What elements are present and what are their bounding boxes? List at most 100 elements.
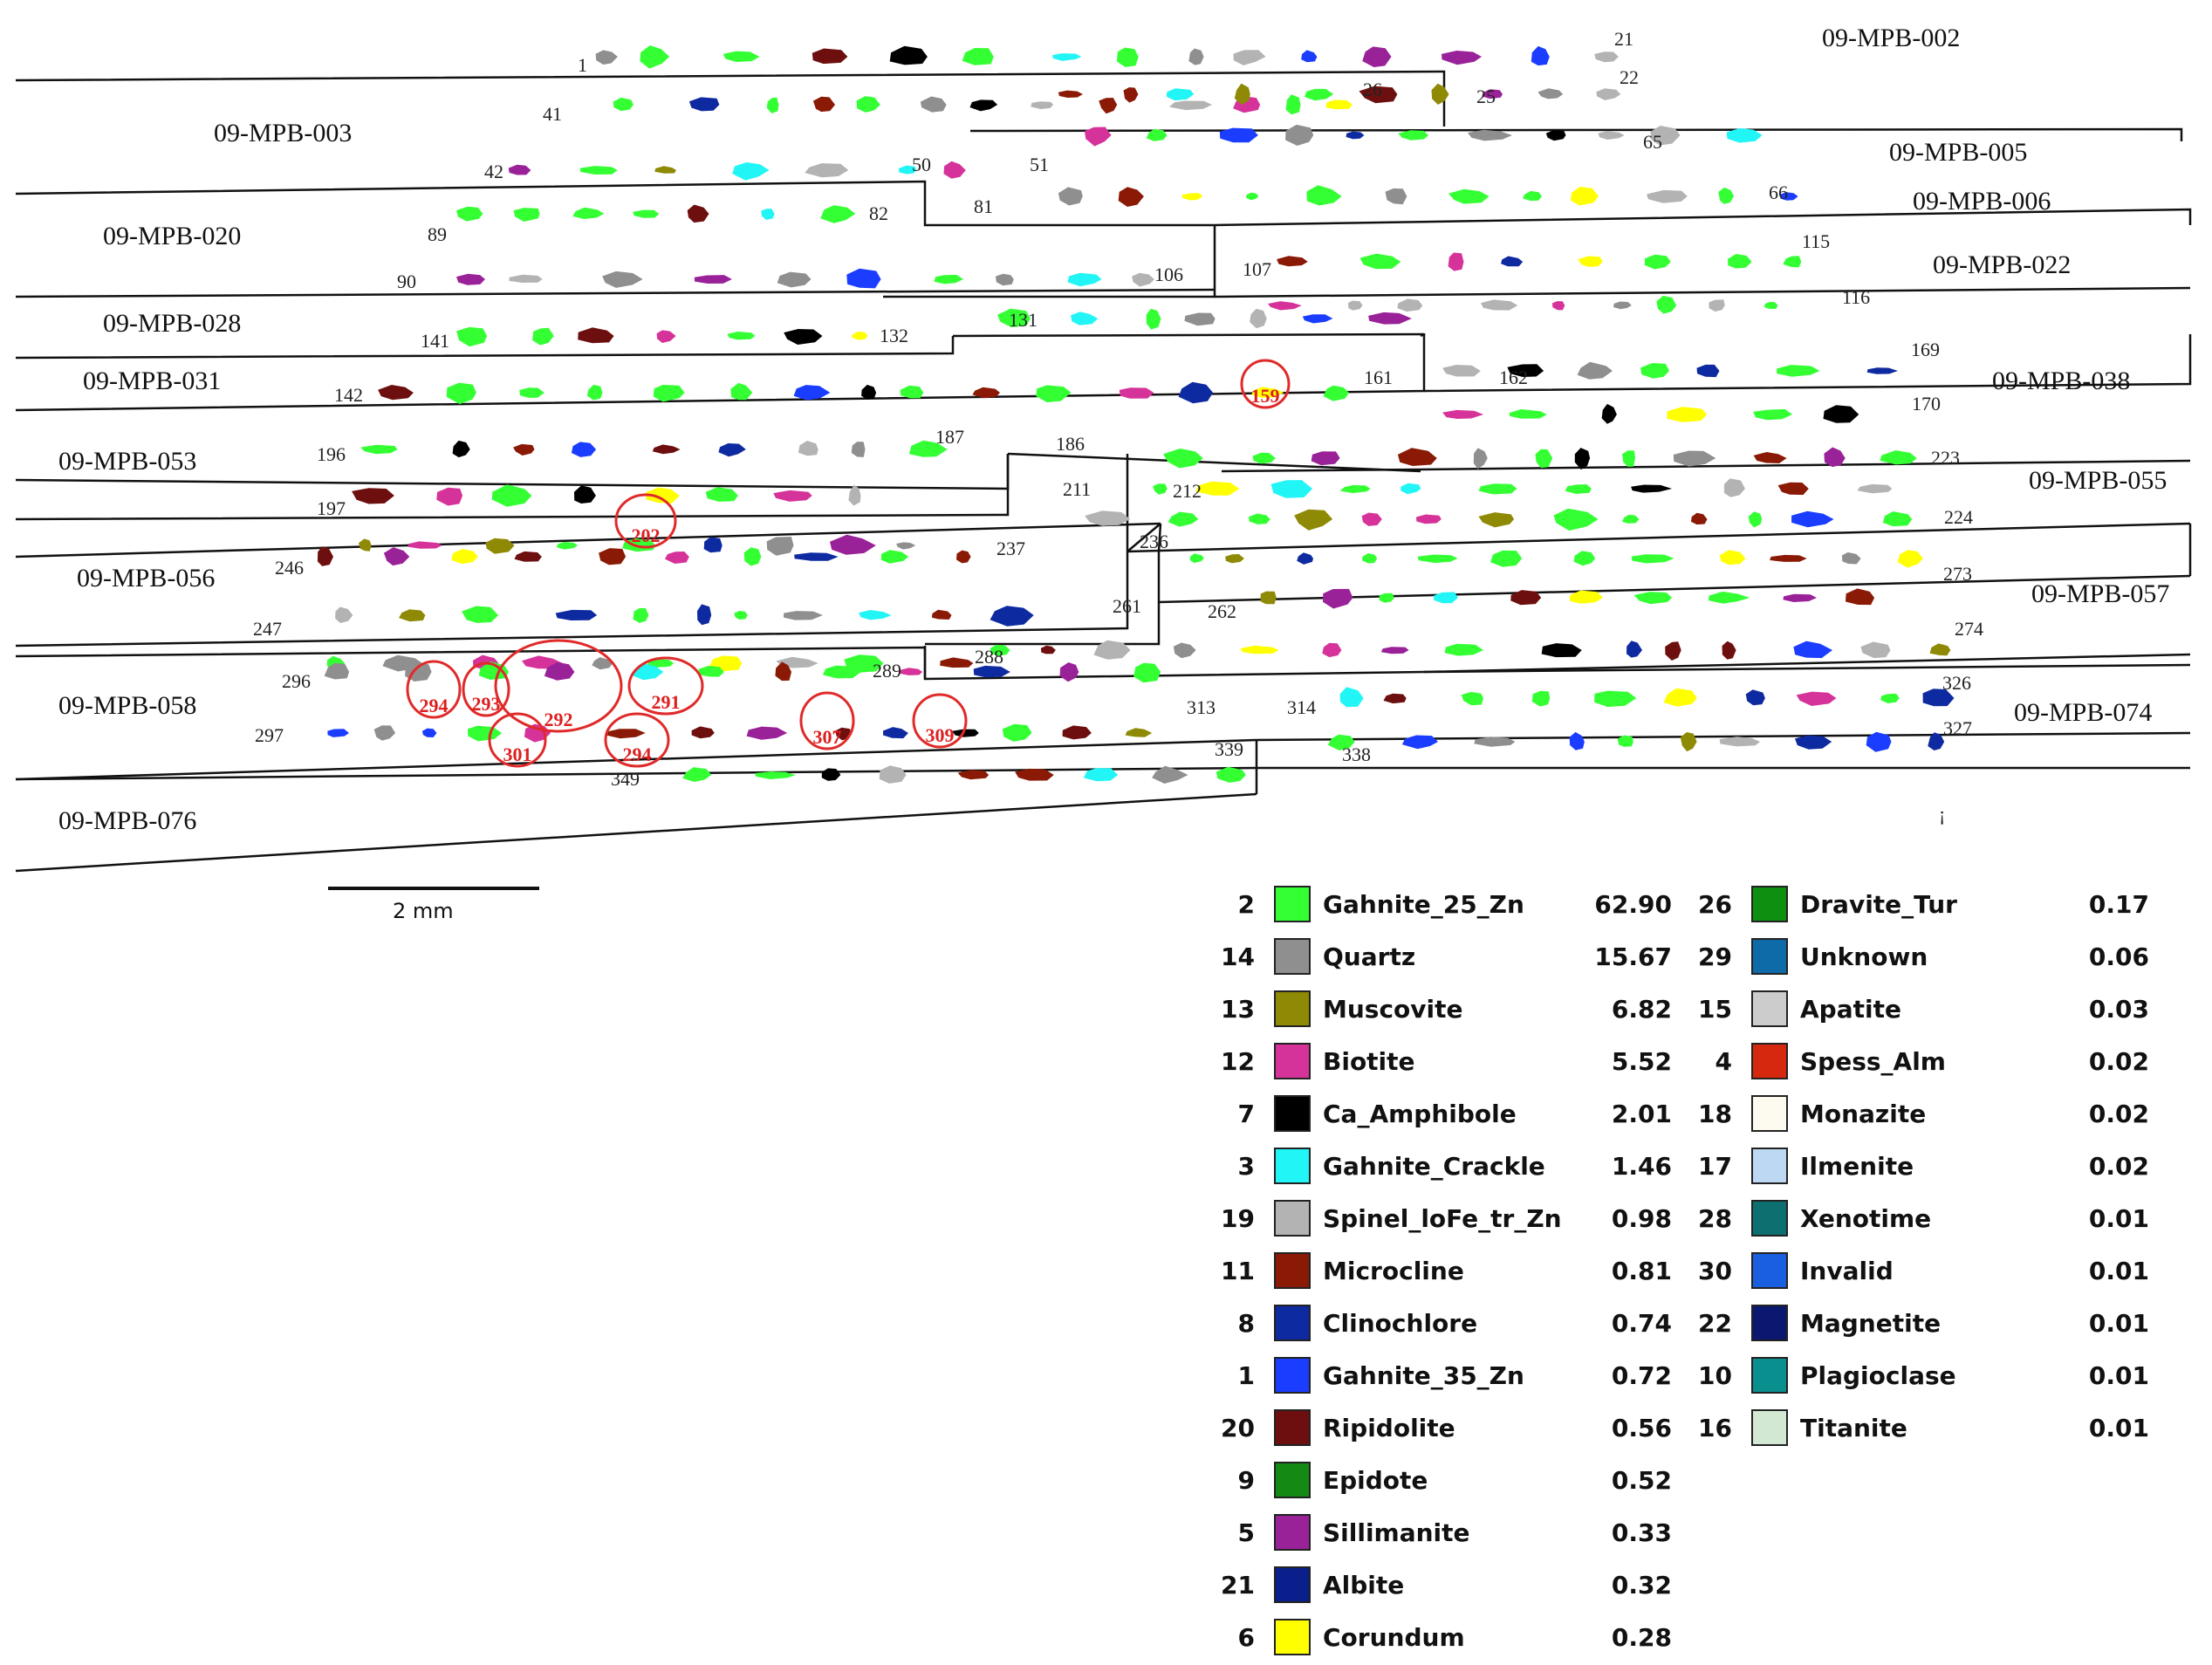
grain-number: 326	[1942, 672, 1971, 694]
legend-value: 0.32	[1611, 1570, 1672, 1600]
mineral-grain	[1059, 662, 1079, 682]
sample-label: 09-MPB-058	[58, 691, 196, 720]
mineral-grain	[852, 331, 868, 340]
grain-number: 1	[578, 54, 587, 76]
mineral-grain	[1361, 512, 1382, 526]
mineral-grain	[1233, 50, 1266, 65]
boundary-line	[1007, 452, 1421, 473]
mineral-grain	[1866, 731, 1892, 752]
highlight-circle	[488, 712, 547, 768]
legend-value: 0.28	[1611, 1622, 1672, 1652]
mineral-grain	[1325, 99, 1353, 110]
legend-mineral-name: Quartz	[1323, 942, 1416, 971]
mineral-grain	[572, 207, 605, 219]
mineral-grain	[1647, 189, 1688, 203]
mineral-grain	[1531, 690, 1551, 707]
legend-id: 14	[1221, 942, 1255, 971]
mineral-grain	[1084, 768, 1119, 782]
mineral-grain	[889, 45, 928, 65]
mineral-grain	[1173, 642, 1196, 659]
mineral-grain	[1709, 299, 1725, 312]
mineral-grain	[896, 542, 916, 550]
legend-row: 10 Plagioclase 0.01	[1671, 1353, 2149, 1398]
legend-row: 8 Clinochlore 0.74	[1194, 1300, 1672, 1346]
mineral-grain	[1444, 643, 1483, 656]
legend-swatch	[1274, 1514, 1311, 1551]
grain-number: 107	[1243, 258, 1271, 280]
mineral-grain	[373, 725, 396, 741]
mineral-grain	[900, 385, 924, 399]
mineral-grain	[1764, 302, 1778, 309]
legend-row: 4 Spess_Alm 0.02	[1671, 1038, 2149, 1084]
grain-numbers: 1 21 22 41 26 42 50 25 51 65 81 66 89 82 90 106 107 115 11…	[253, 28, 1983, 790]
highlight-number: 307	[813, 726, 842, 748]
mineral-grain	[934, 274, 963, 284]
mineral-grain	[1058, 187, 1083, 206]
mineral-grain	[1153, 483, 1168, 495]
boundary-line	[15, 454, 1010, 521]
highlight-number: 202	[632, 524, 661, 546]
mineral-grain	[1448, 188, 1490, 204]
legend-row: 17 Ilmenite 0.02	[1671, 1143, 2149, 1189]
mineral-grain	[580, 166, 618, 175]
grain-number: 106	[1154, 264, 1183, 285]
grain-number: 186	[1056, 433, 1085, 455]
mineral-grain	[820, 205, 856, 223]
mineral-grain	[1368, 312, 1412, 325]
legend-mineral-name: Ripidolite	[1323, 1413, 1455, 1442]
boundary-line	[1420, 459, 2191, 471]
mineral-grain	[1099, 98, 1118, 114]
legend-value: 0.81	[1611, 1256, 1672, 1285]
mineral-grain	[578, 327, 614, 344]
highlight-number: 291	[652, 691, 681, 713]
mineral-grain	[1748, 511, 1763, 528]
mineral-grain	[1285, 124, 1314, 146]
legend-row: 20 Ripidolite 0.56	[1194, 1405, 1672, 1450]
grain-number: 274	[1955, 618, 1983, 640]
mineral-grain	[1644, 254, 1671, 270]
boundary-line	[1214, 286, 2191, 298]
mineral-grain	[705, 487, 738, 502]
mineral-grain	[1823, 405, 1859, 423]
mineral-grain	[1125, 728, 1153, 737]
mineral-grain	[1783, 593, 1817, 602]
grain-number: 169	[1911, 339, 1940, 360]
highlight-number: 294	[420, 695, 449, 716]
legend-value: 0.02	[2088, 1151, 2149, 1181]
legend-id: 16	[1698, 1413, 1732, 1442]
sample-label: 09-MPB-074	[2014, 698, 2152, 727]
mineral-grain	[1260, 591, 1277, 605]
legend-swatch	[1274, 1619, 1311, 1655]
mineral-grain	[451, 549, 478, 565]
mineral-grain	[604, 729, 646, 739]
legend-row: 7 Ca_Amphibole 2.01	[1194, 1091, 1672, 1136]
legend-id: 26	[1698, 889, 1732, 919]
mineral-grain	[1277, 256, 1308, 267]
mineral-grain	[812, 48, 848, 65]
legend-swatch	[1751, 1043, 1788, 1079]
mineral-grain	[805, 163, 849, 178]
grain-number: 89	[428, 223, 447, 245]
grain-number: 26	[1363, 79, 1382, 100]
grain-number: 262	[1208, 600, 1236, 622]
boundary-line	[969, 127, 2183, 141]
legend-value: 0.02	[2088, 1046, 2149, 1076]
mineral-grain	[698, 666, 724, 677]
mineral-grain	[327, 729, 349, 737]
mineral-grain	[1188, 48, 1204, 65]
highlight-circle	[494, 639, 623, 733]
mineral-grain	[1268, 301, 1302, 311]
mineral-grain	[1573, 551, 1596, 566]
legend-row: 9 Epidote 0.52	[1194, 1457, 1672, 1503]
mineral-grain	[586, 384, 603, 401]
mineral-grain	[399, 609, 426, 622]
mineral-grain	[359, 538, 372, 552]
legend-value: 0.03	[2088, 994, 2149, 1024]
grain-number: 116	[1842, 286, 1870, 308]
legend-id: 17	[1698, 1151, 1732, 1181]
mineral-grain	[920, 96, 947, 113]
legend-value: 0.98	[1611, 1203, 1672, 1233]
mineral-grain	[1631, 554, 1674, 564]
mineral-grain	[1146, 128, 1168, 141]
mineral-grain	[883, 727, 908, 739]
